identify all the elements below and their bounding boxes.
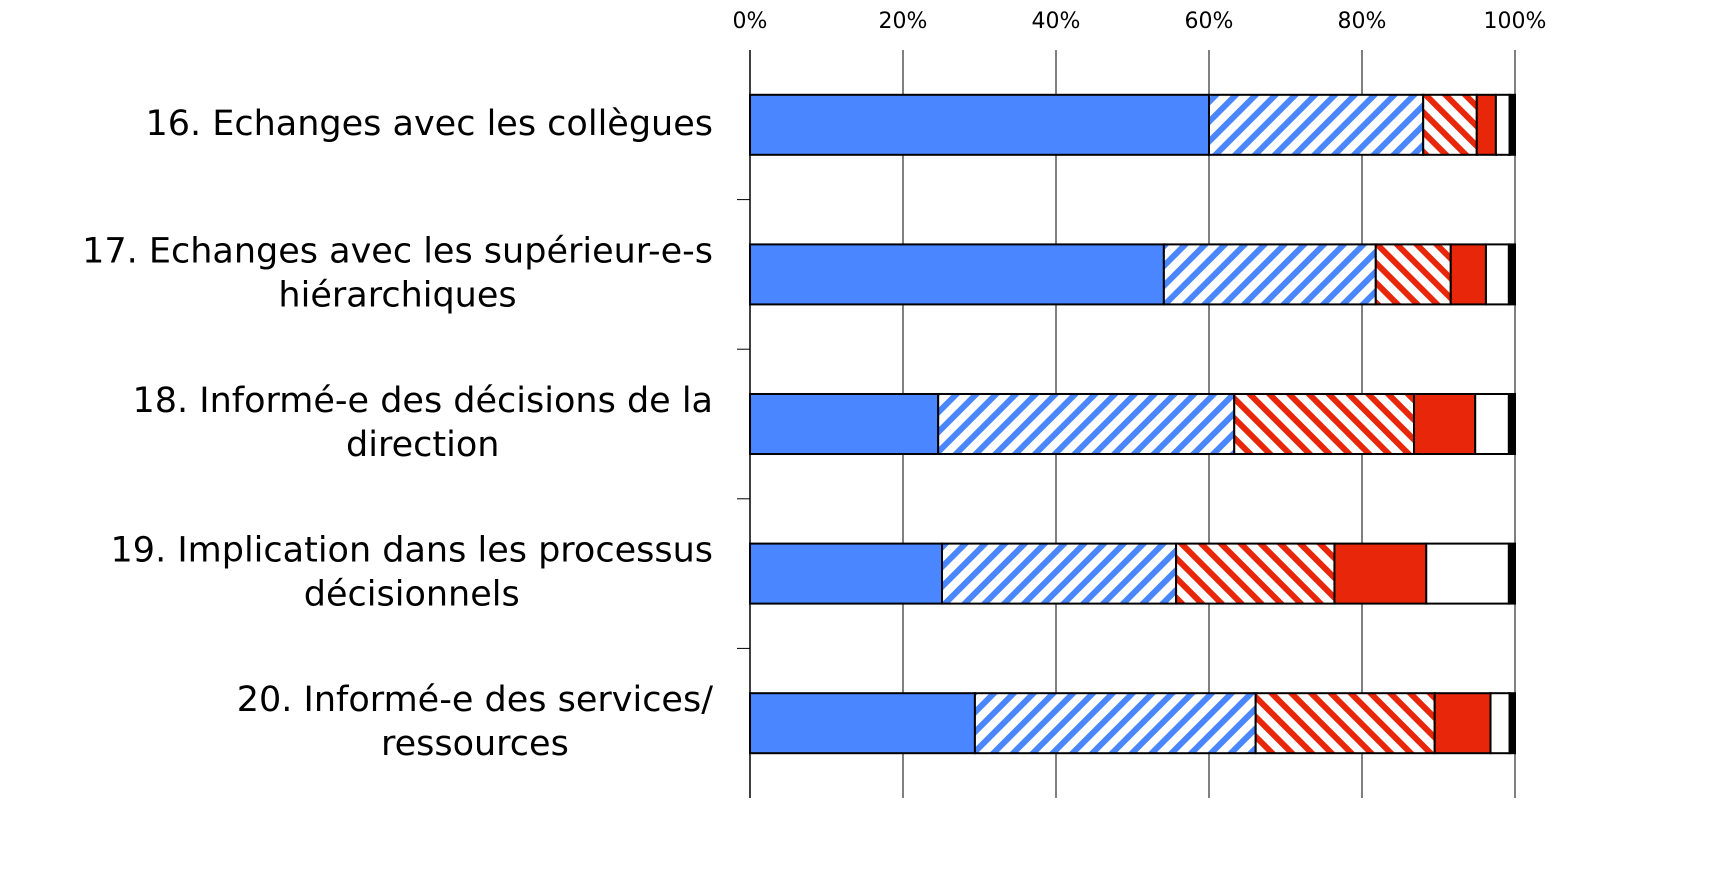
bar-segment [1422,93,1478,156]
category-label: décisionnels [304,575,520,615]
bar-segment [1475,93,1497,156]
bar-segment [1507,542,1517,605]
bar-segment [937,393,1236,455]
category-label: ressources [381,724,569,764]
bar-segment [1489,692,1511,755]
bar-segment [1433,692,1492,755]
category-label: 16. Echanges avec les collègues [145,104,713,144]
bar-segment [1175,542,1336,605]
bar-segment [749,692,976,755]
bar-segment [1484,243,1510,306]
bar-segment [1374,243,1452,306]
bar-segment [1449,243,1487,306]
bar-segment [1413,393,1477,455]
x-tick-label: 100% [1484,9,1547,34]
bar-segment [1233,393,1416,455]
category-label: hiérarchiques [278,275,516,315]
x-tick-label: 40% [1032,9,1081,34]
category-label: direction [346,425,499,465]
bar-segment [749,393,940,455]
x-tick-label: 60% [1185,9,1234,34]
bar-segment [1508,692,1517,755]
bar-segment [973,692,1257,755]
bar-segment [1162,243,1377,306]
x-tick-label: 20% [879,9,928,34]
bar-segment [1507,393,1517,455]
bar-segment [1425,542,1510,605]
bar-segment [1494,93,1511,156]
bar-segment [1508,93,1517,156]
bar-segment [749,93,1210,156]
bar-segment [1507,243,1517,306]
x-tick-label: 0% [733,9,768,34]
bar-segment [941,542,1178,605]
bar-segment [749,542,944,605]
x-tick-label: 80% [1338,9,1387,34]
bar-segment [749,243,1165,306]
bar-segment [1333,542,1428,605]
category-label: 19. Implication dans les processus [111,531,713,571]
category-label: 18. Informé-e des décisions de la [132,381,713,421]
bar-segment [1254,692,1436,755]
category-label: 20. Informé-e des services/ [237,680,713,720]
bar-segment [1474,393,1510,455]
bar-segment [1208,93,1425,156]
category-label: 17. Echanges avec les supérieur-e-s [82,231,713,271]
